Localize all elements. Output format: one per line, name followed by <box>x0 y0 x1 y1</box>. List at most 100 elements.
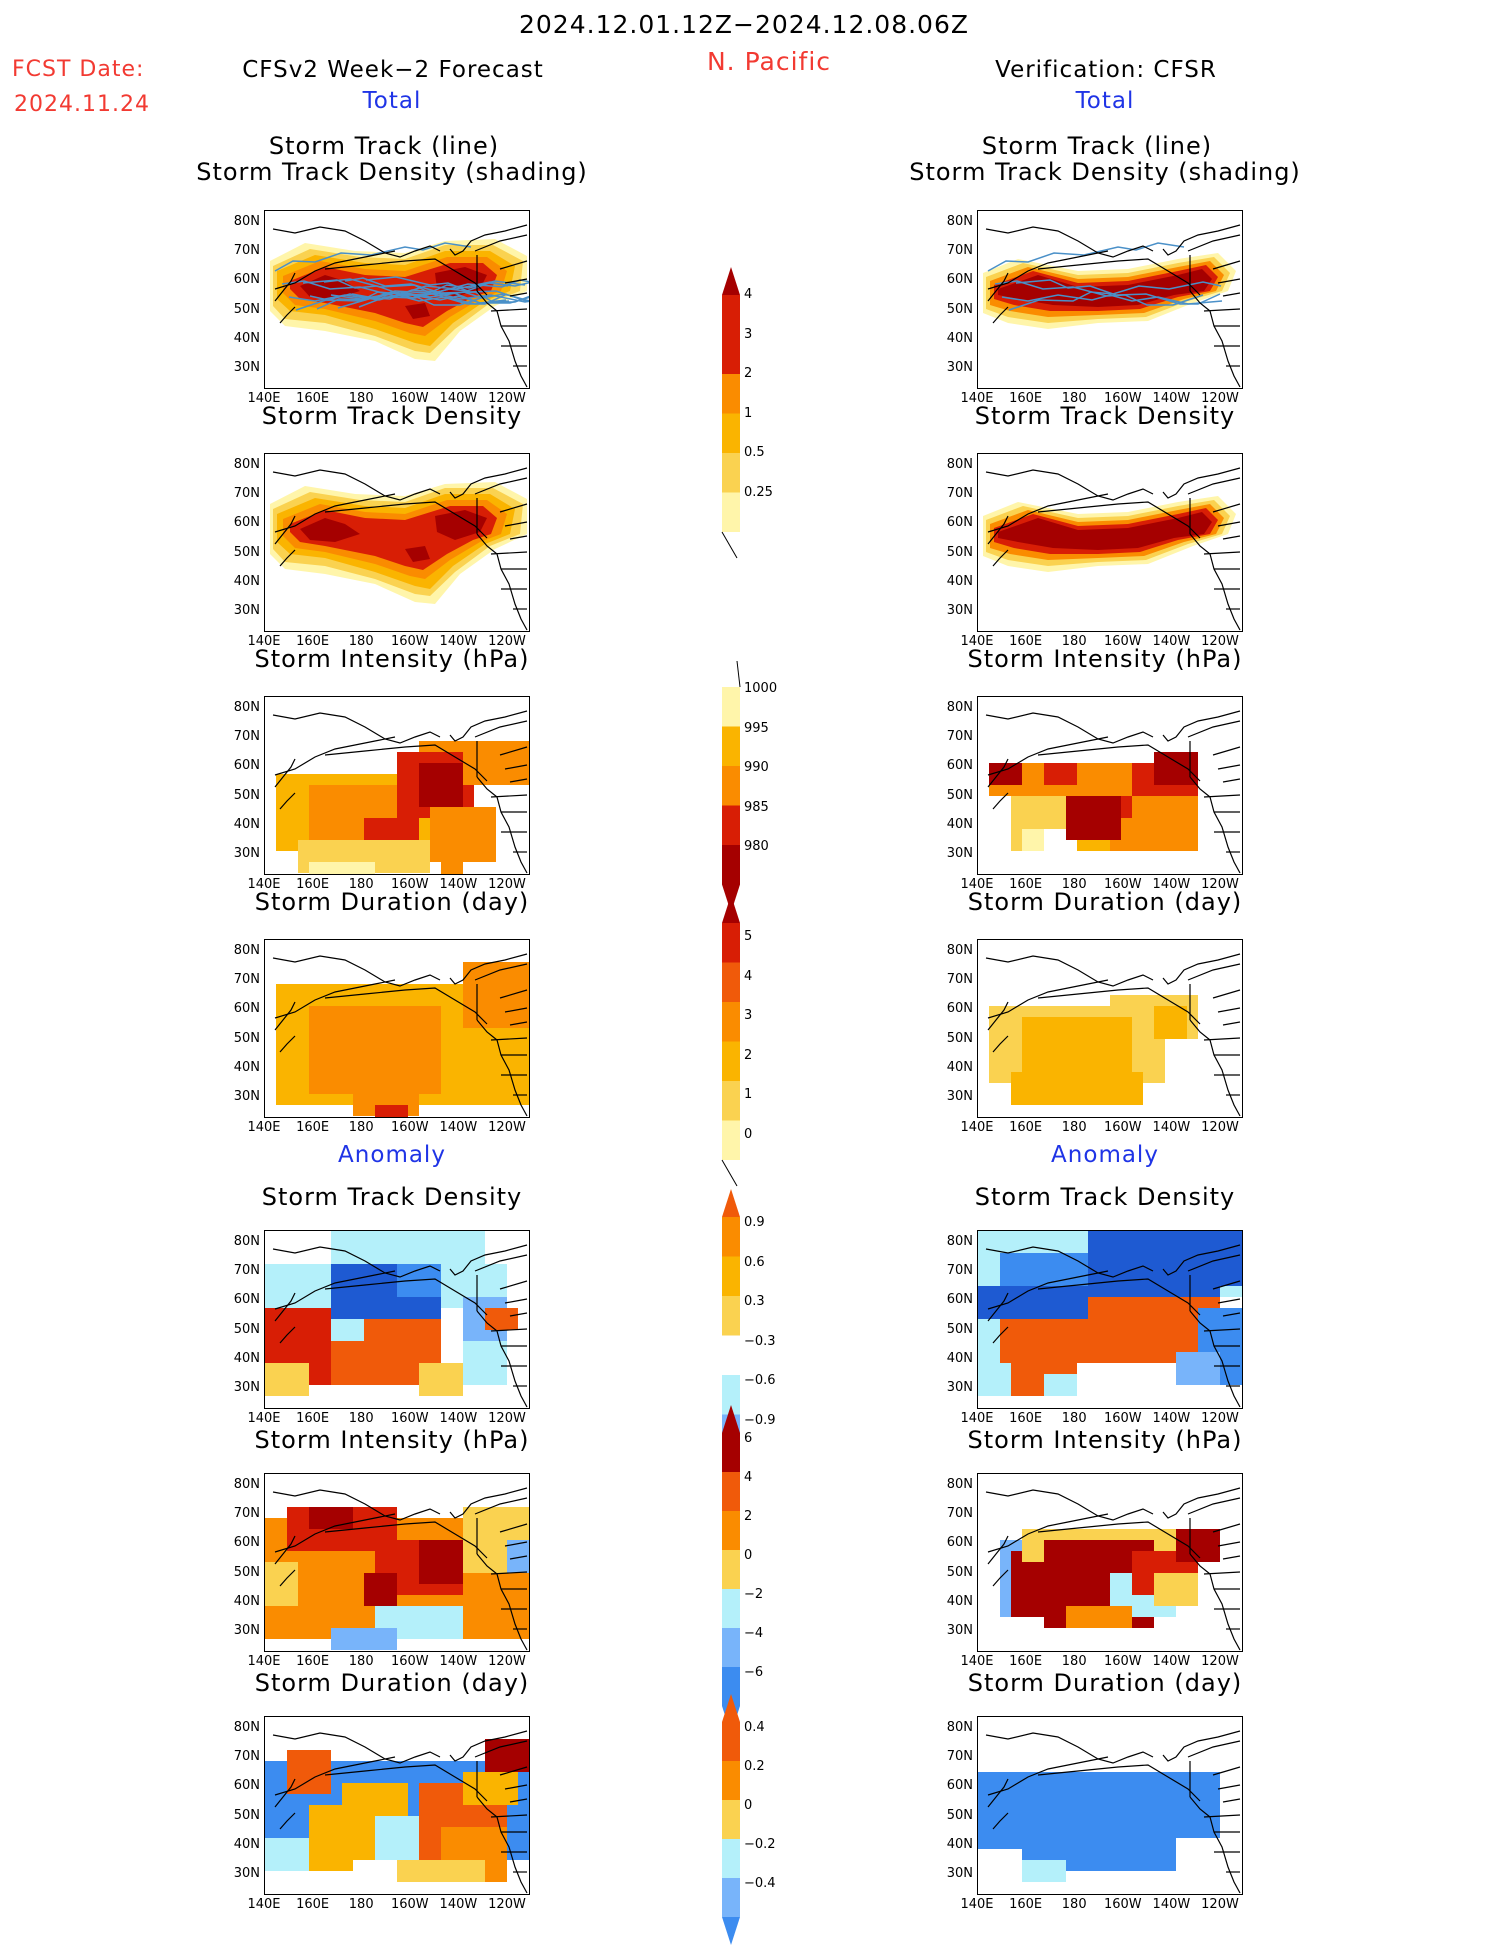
lat-label: 80N <box>233 943 260 958</box>
lon-label: 160W <box>390 634 429 649</box>
lon-label: 180 <box>348 877 374 892</box>
lon-label: 120W <box>1201 1120 1239 1135</box>
lon-label: 140E <box>247 877 281 892</box>
map-panel-r2-right <box>977 453 1243 632</box>
map-graphic <box>985 710 1241 874</box>
left-title: CFSv2 Week−2 Forecast <box>242 57 544 83</box>
lat-label: 70N <box>233 1749 260 1765</box>
lon-label: 120W <box>488 1411 526 1426</box>
lat-label: 60N <box>233 1001 260 1017</box>
density-total-colorbar-label: 0.5 <box>744 445 765 460</box>
lon-label: 160E <box>1009 391 1043 406</box>
lon-label: 180 <box>348 391 374 406</box>
lon-label: 160E <box>296 1411 330 1426</box>
lon-label: 140W <box>1152 391 1191 406</box>
map-graphic <box>983 224 1241 388</box>
lat-label: 30N <box>233 1866 260 1881</box>
lon-label: 180 <box>1061 1411 1087 1426</box>
lat-label: 40N <box>946 816 973 832</box>
lat-label: 40N <box>233 1350 260 1366</box>
anom-intensity-title-right: Storm Intensity (hPa) <box>967 1426 1243 1454</box>
lat-label: 30N <box>946 1623 973 1638</box>
lat-label: 50N <box>233 301 260 317</box>
density-total-colorbar-label: 4 <box>744 287 753 302</box>
intensity-total-colorbar-label: 985 <box>744 799 769 815</box>
map-graphic <box>985 1487 1241 1651</box>
duration-total-colorbar-label: 3 <box>744 1008 753 1023</box>
lon-label: 160E <box>1009 1654 1043 1669</box>
lon-label: 180 <box>1061 1120 1087 1135</box>
lon-label: 160W <box>390 391 429 406</box>
duration-title-right: Storm Duration (day) <box>967 888 1243 916</box>
lon-label: 180 <box>348 1897 374 1912</box>
map-panel-r2-left <box>264 453 530 632</box>
track-density-shading-title-left: Storm Track Density (shading) <box>196 158 588 186</box>
density-title-right: Storm Track Density <box>974 402 1236 430</box>
lon-label: 140E <box>247 1411 281 1426</box>
lat-label: 60N <box>946 758 973 774</box>
density-anomaly-colorbar-label: 0.9 <box>744 1215 765 1230</box>
lat-label: 70N <box>233 243 260 259</box>
lon-label: 140W <box>439 877 478 892</box>
lat-label: 40N <box>946 330 973 346</box>
duration-total-colorbar <box>721 895 740 1187</box>
lat-label: 70N <box>946 729 973 745</box>
density-total-colorbar-label: 1 <box>744 405 753 421</box>
map-graphic <box>983 467 1241 631</box>
lon-label: 140W <box>1152 1897 1191 1912</box>
intensity-anomaly-colorbar-label: −4 <box>744 1626 764 1641</box>
density-anomaly-colorbar-label: −0.3 <box>744 1333 776 1349</box>
track-line-title-right: Storm Track (line) <box>981 132 1213 160</box>
lon-label: 140W <box>1152 1654 1191 1669</box>
lat-label: 60N <box>946 1778 973 1794</box>
lat-label: 80N <box>233 1477 260 1492</box>
intensity-total-colorbar-label: 1000 <box>744 681 778 696</box>
lat-label: 80N <box>233 1234 260 1249</box>
map-graphic <box>978 1231 1242 1408</box>
lat-label: 80N <box>946 1234 973 1249</box>
lat-label: 30N <box>946 846 973 861</box>
lat-label: 30N <box>946 1380 973 1395</box>
lat-label: 80N <box>233 700 260 715</box>
lon-label: 160E <box>296 1120 330 1135</box>
intensity-title-right: Storm Intensity (hPa) <box>967 645 1243 673</box>
map-graphic <box>265 1487 529 1651</box>
lon-label: 140E <box>247 1120 281 1135</box>
lat-label: 80N <box>946 1720 973 1735</box>
lon-label: 140W <box>439 1654 478 1669</box>
intensity-anomaly-colorbar-label: −2 <box>744 1587 764 1602</box>
lon-label: 120W <box>488 1654 526 1669</box>
lat-label: 40N <box>233 1593 260 1609</box>
lat-label: 70N <box>946 1749 973 1765</box>
lon-label: 120W <box>1201 1654 1239 1669</box>
lon-label: 140W <box>1152 1120 1191 1135</box>
lon-label: 140W <box>1152 634 1191 649</box>
right-anomaly-label: Anomaly <box>1051 1142 1159 1168</box>
lat-label: 50N <box>233 1807 260 1823</box>
intensity-total-colorbar-label: 995 <box>744 720 769 736</box>
intensity-anomaly-colorbar-label: 6 <box>744 1431 753 1446</box>
lon-label: 140W <box>439 1120 478 1135</box>
map-panel-r5-left <box>264 1230 530 1409</box>
lat-label: 70N <box>946 243 973 259</box>
region-title: N. Pacific <box>706 47 832 76</box>
map-graphic <box>270 224 529 388</box>
lon-label: 180 <box>348 1654 374 1669</box>
anom-intensity-title-left: Storm Intensity (hPa) <box>254 1426 530 1454</box>
lat-label: 60N <box>946 1292 973 1308</box>
lat-label: 60N <box>233 515 260 531</box>
map-panel-r4-right <box>977 939 1243 1118</box>
lon-label: 140W <box>1152 877 1191 892</box>
duration-total-colorbar-label: 2 <box>744 1047 753 1063</box>
lon-label: 140E <box>247 391 281 406</box>
lon-label: 160E <box>1009 1120 1043 1135</box>
density-total-colorbar-label: 2 <box>744 366 753 381</box>
duration-anomaly-colorbar-label: −0.4 <box>744 1876 776 1891</box>
track-line-title-left: Storm Track (line) <box>268 132 500 160</box>
map-panel-r3-right <box>977 696 1243 875</box>
lat-label: 70N <box>233 729 260 745</box>
lat-label: 30N <box>233 846 260 861</box>
lat-label: 50N <box>946 544 973 560</box>
lat-label: 50N <box>233 544 260 560</box>
lat-label: 30N <box>946 1089 973 1104</box>
